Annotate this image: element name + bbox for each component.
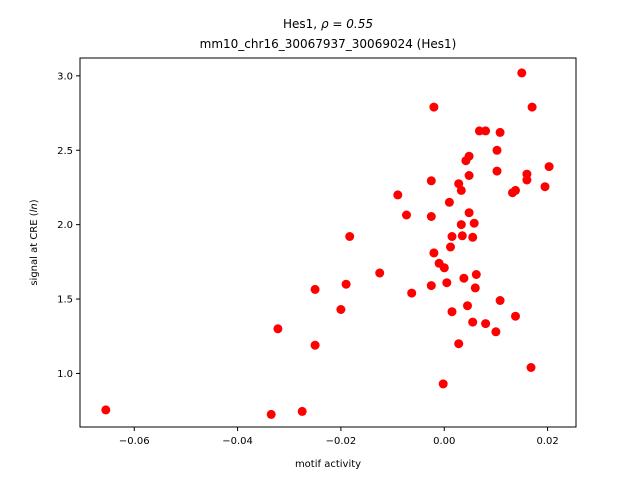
data-point-59	[438, 379, 448, 389]
data-point-44	[491, 327, 501, 337]
data-points	[101, 68, 554, 419]
chart-title-prefix: Hes1,	[283, 17, 321, 31]
data-point-4	[310, 340, 320, 350]
data-point-55	[526, 363, 536, 372]
data-point-29	[457, 231, 467, 241]
data-point-45	[492, 145, 502, 155]
data-point-8	[345, 232, 355, 241]
data-point-56	[527, 102, 537, 112]
y-axis-label-prefix: signal at CRE (	[29, 212, 40, 285]
data-point-19	[439, 263, 449, 273]
data-point-51	[511, 311, 520, 321]
data-point-36	[468, 232, 478, 242]
data-point-41	[474, 126, 484, 136]
data-point-50	[511, 185, 520, 195]
data-point-27	[456, 185, 466, 195]
y-tick-label-2: 2.0	[57, 220, 73, 231]
y-tick-label-4: 3.0	[57, 71, 73, 82]
chart-title-rho: ρ = 0.55	[321, 17, 373, 31]
y-tick-label-0: 1.0	[57, 369, 73, 380]
y-tick-label-1: 1.5	[57, 295, 73, 306]
chart-title-line2: mm10_chr16_30067937_30069024 (Hes1)	[200, 37, 457, 51]
data-point-16	[426, 281, 436, 291]
data-point-20	[442, 278, 452, 288]
data-point-14	[426, 176, 436, 186]
data-point-43	[481, 319, 491, 329]
data-point-47	[495, 127, 505, 137]
data-point-57	[540, 182, 550, 192]
data-point-48	[495, 296, 505, 305]
data-point-0	[101, 405, 111, 415]
data-point-23	[447, 232, 457, 241]
data-point-35	[463, 301, 472, 311]
data-point-5	[310, 284, 320, 294]
data-point-17	[429, 248, 439, 258]
y-tick-label-3: 2.5	[57, 146, 73, 157]
x-tick-label-3: 0.00	[433, 436, 455, 447]
data-point-9	[375, 268, 385, 278]
plot-area-frame	[79, 57, 577, 428]
data-point-58	[544, 162, 554, 172]
data-point-30	[459, 273, 469, 283]
data-point-34	[464, 208, 474, 218]
x-tick-label-0: −0.06	[119, 436, 150, 447]
data-point-28	[456, 220, 466, 230]
y-axis-label: signal at CRE (ln)	[29, 199, 40, 285]
data-point-3	[273, 324, 283, 334]
data-point-46	[492, 166, 502, 176]
data-point-1	[266, 409, 276, 419]
x-tick-label-4: 0.02	[536, 436, 558, 447]
data-point-6	[336, 305, 346, 314]
data-point-42	[481, 126, 491, 136]
data-point-2	[297, 406, 307, 416]
data-point-40	[471, 270, 481, 279]
x-axis-ticks: −0.06 −0.04 −0.02 0.00 0.02	[119, 427, 559, 447]
data-point-13	[426, 212, 436, 221]
y-axis-ticks: 1.0 1.5 2.0 2.5 3.0	[57, 71, 80, 380]
data-point-54	[522, 175, 532, 185]
x-tick-label-2: −0.02	[326, 436, 357, 447]
y-axis-label-ln: ln	[29, 203, 40, 212]
data-point-37	[468, 317, 478, 327]
chart-title-line1: Hes1, ρ = 0.55	[283, 17, 373, 31]
data-point-12	[407, 288, 417, 298]
data-point-33	[464, 171, 474, 180]
x-tick-label-1: −0.04	[222, 436, 253, 447]
y-axis-label-suffix: )	[29, 199, 40, 203]
data-point-24	[447, 307, 457, 317]
data-point-25	[454, 339, 464, 349]
data-point-21	[444, 197, 454, 207]
data-point-15	[429, 102, 439, 112]
data-point-22	[446, 242, 455, 252]
data-point-10	[393, 190, 403, 200]
data-point-52	[517, 68, 527, 78]
data-point-38	[469, 218, 479, 228]
data-point-11	[402, 210, 411, 220]
x-axis-label: motif activity	[295, 459, 361, 470]
data-point-39	[470, 283, 480, 293]
data-point-7	[341, 279, 351, 289]
data-point-32	[464, 151, 474, 161]
